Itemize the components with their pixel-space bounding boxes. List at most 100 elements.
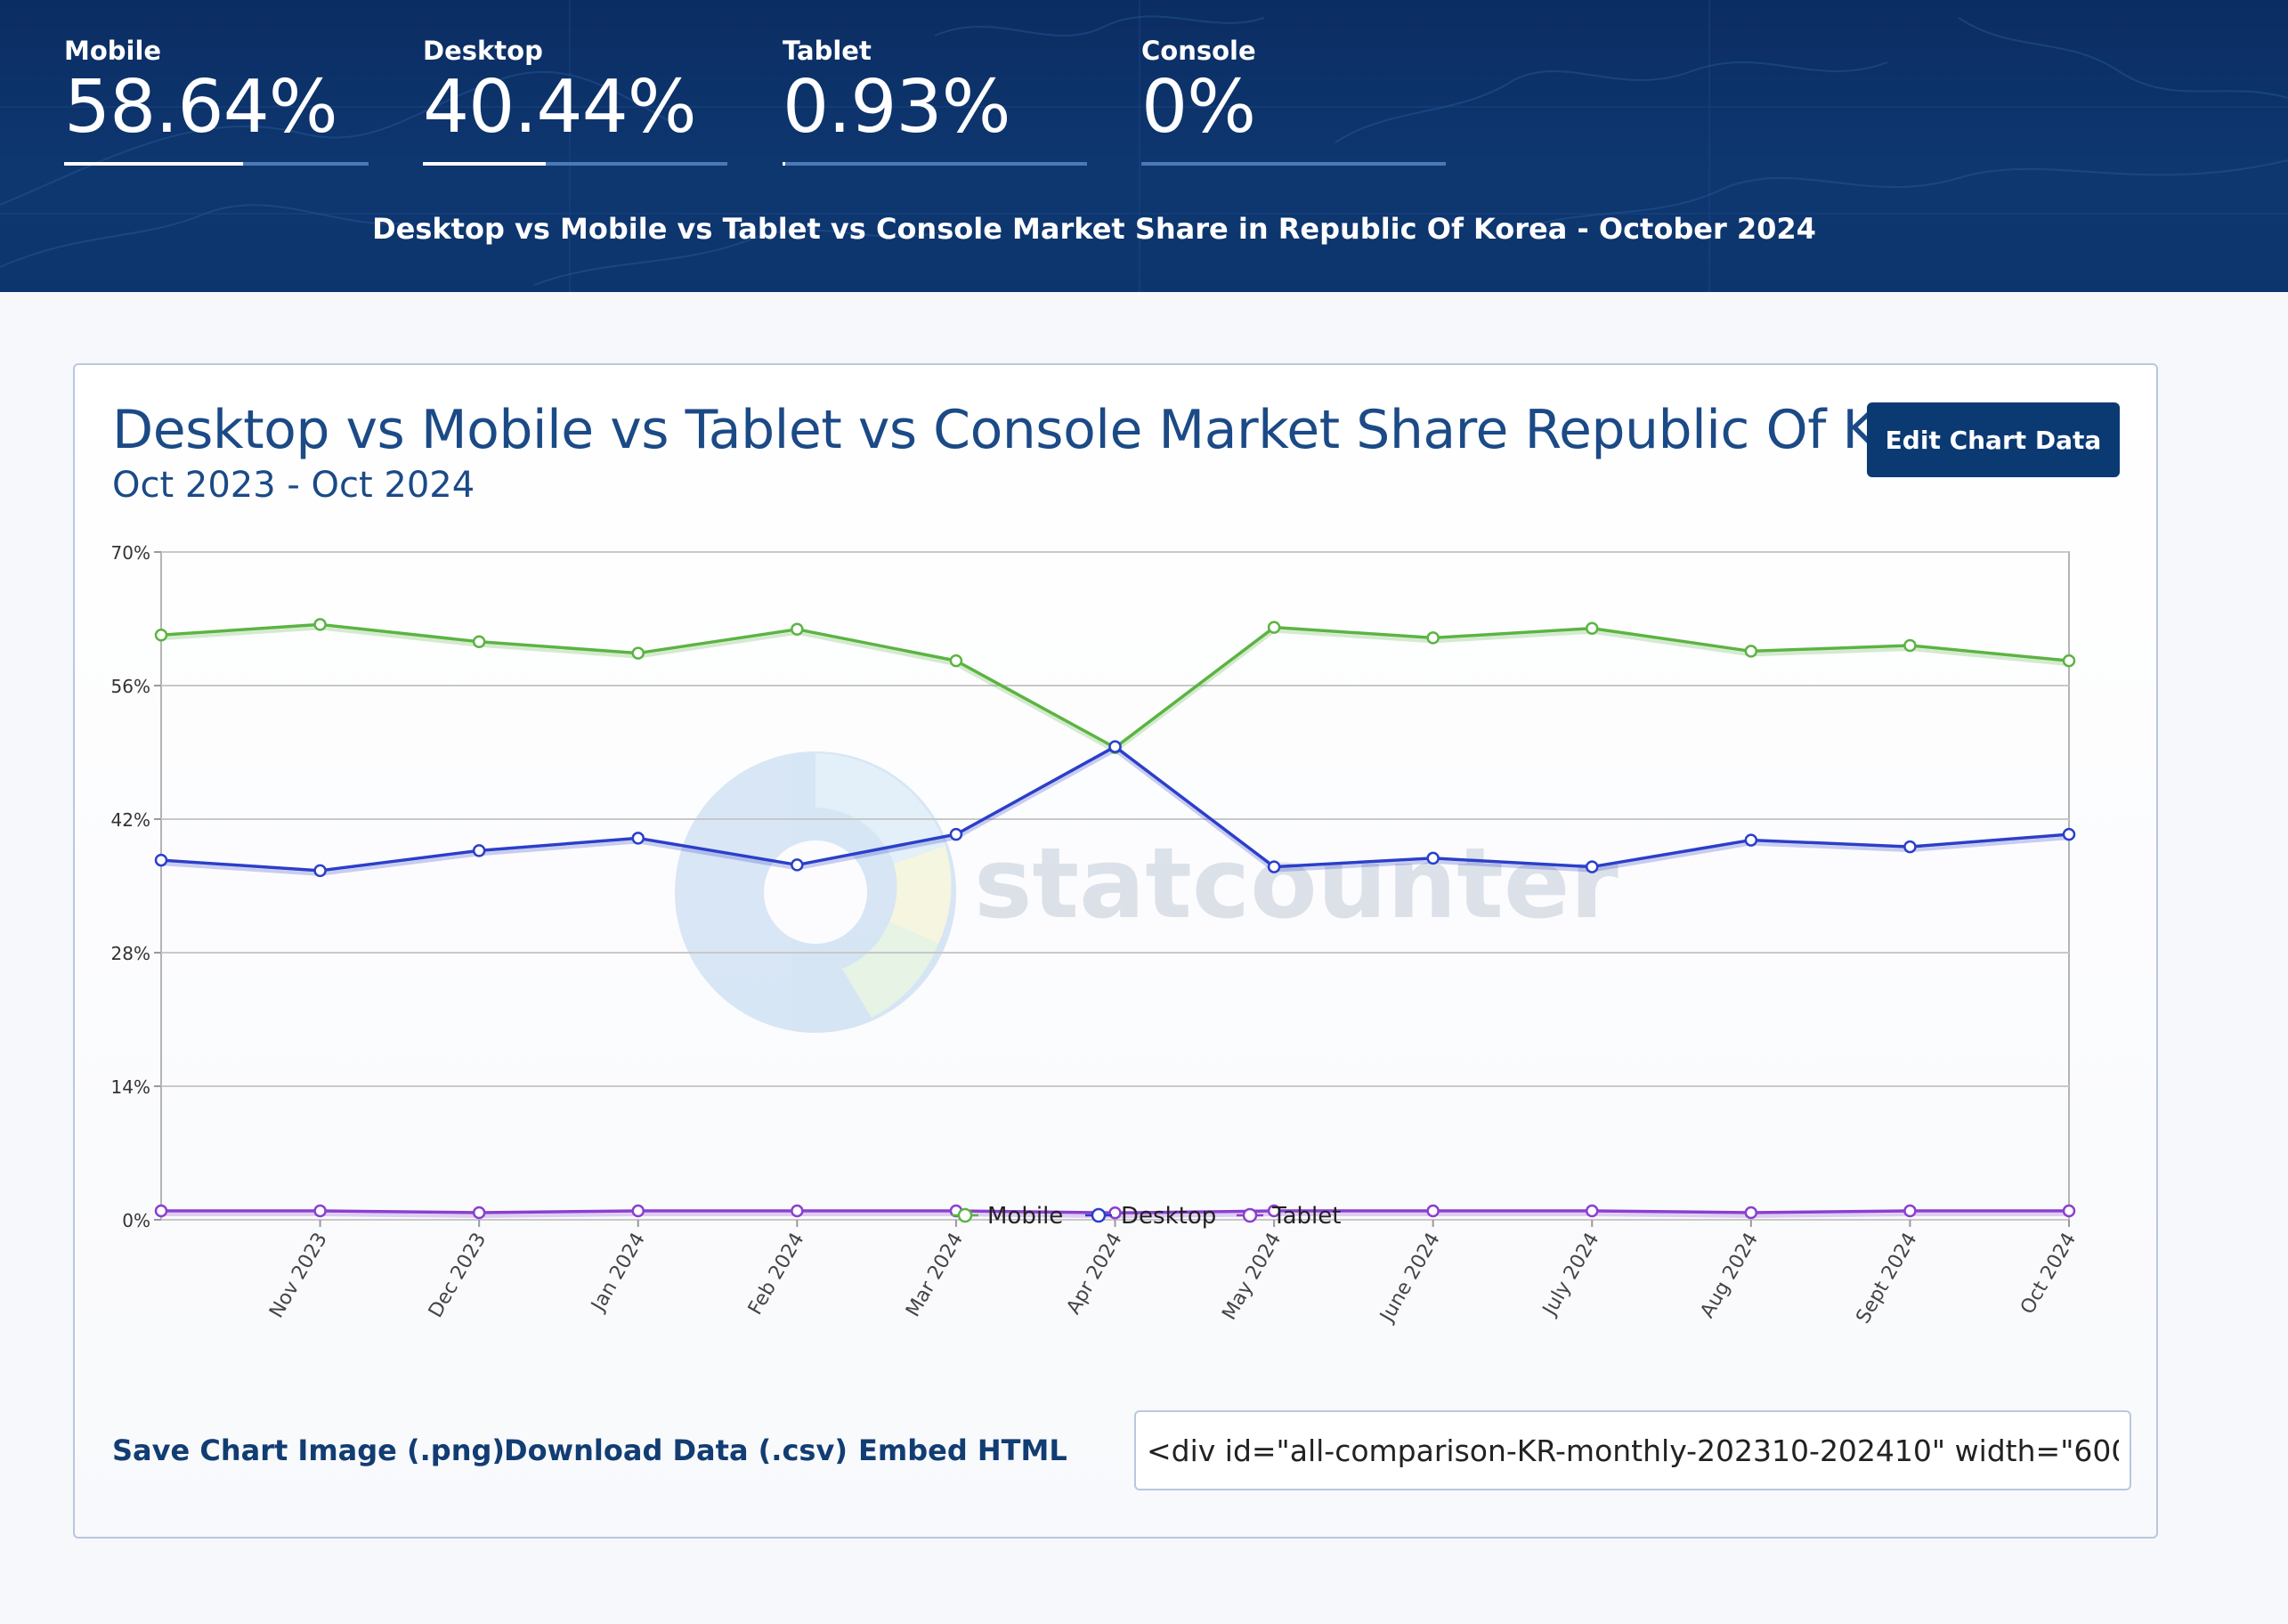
- data-point-mobile: [313, 618, 327, 631]
- stats-header: Mobile 58.64% Desktop 40.44% Tablet 0.93…: [0, 0, 2288, 292]
- data-point-tablet: [1744, 1206, 1758, 1220]
- x-tick-label: Apr 2024: [1063, 1230, 1127, 1319]
- y-tick-label: 56%: [111, 676, 150, 697]
- x-tick-label: Aug 2024: [1696, 1230, 1763, 1322]
- y-tick-label: 70%: [111, 542, 150, 564]
- stat-console: Console 0%: [1141, 36, 1446, 166]
- x-tick-label: Nov 2023: [265, 1230, 332, 1322]
- stat-value: 58.64%: [64, 65, 338, 150]
- data-point-desktop: [154, 853, 168, 867]
- data-point-desktop: [2062, 827, 2076, 841]
- stat-progress-fill: [783, 162, 786, 166]
- stat-label: Mobile: [64, 36, 162, 66]
- stat-label: Desktop: [423, 36, 543, 66]
- watermark-logo-segment: [842, 922, 938, 1018]
- embed-html-link[interactable]: Embed HTML: [858, 1433, 1067, 1467]
- data-point-mobile: [1426, 631, 1440, 645]
- stat-value: 40.44%: [423, 65, 697, 150]
- legend-label: Mobile: [987, 1203, 1063, 1230]
- data-point-desktop: [949, 827, 963, 841]
- stat-mobile: Mobile 58.64%: [64, 36, 369, 166]
- edit-chart-data-button[interactable]: Edit Chart Data: [1867, 402, 2120, 477]
- x-tick-label: Oct 2024: [2016, 1230, 2081, 1319]
- stat-progress-fill: [64, 162, 243, 166]
- data-point-tablet: [1108, 1206, 1122, 1220]
- data-point-tablet: [472, 1206, 486, 1220]
- data-point-mobile: [154, 628, 168, 642]
- stat-progress-bar: [64, 162, 369, 166]
- x-tick-label: May 2024: [1218, 1230, 1286, 1324]
- x-tick-label: Jan 2024: [587, 1230, 650, 1317]
- data-point-desktop: [313, 864, 327, 878]
- data-point-tablet: [791, 1204, 804, 1218]
- data-point-mobile: [1744, 645, 1758, 658]
- data-point-mobile: [2062, 654, 2076, 668]
- data-point-tablet: [1586, 1204, 1599, 1218]
- download-data-link[interactable]: Download Data (.csv): [504, 1433, 848, 1467]
- data-point-tablet: [1267, 1204, 1281, 1218]
- chart-title: Desktop vs Mobile vs Tablet vs Console M…: [112, 399, 1992, 461]
- chart-legend: Mobile Desktop Tablet: [952, 1203, 1341, 1230]
- data-point-desktop: [791, 858, 804, 872]
- stat-progress-bar: [423, 162, 727, 166]
- data-point-mobile: [1903, 638, 1917, 653]
- line-chart: statcounter 0% 14% 28% 42% 56% 70% Nov 2023 De…: [111, 542, 2081, 1328]
- y-tick-label: 14%: [111, 1076, 150, 1098]
- stat-tablet: Tablet 0.93%: [783, 36, 1087, 166]
- chart-subtitle: Oct 2023 - Oct 2024: [112, 465, 475, 506]
- data-point-tablet: [1903, 1204, 1917, 1218]
- legend-item-tablet: Tablet: [1237, 1203, 1341, 1230]
- world-map-background: [0, 0, 2288, 292]
- stat-progress-bar: [783, 162, 1087, 166]
- data-point-desktop: [1267, 860, 1281, 873]
- chart-card: Desktop vs Mobile vs Tablet vs Console M…: [73, 363, 2158, 1539]
- y-axis-tick-labels: 0% 14% 28% 42% 56% 70%: [111, 542, 150, 1231]
- data-point-mobile: [949, 654, 963, 668]
- legend-marker: [1091, 1207, 1107, 1223]
- x-tick-label: Dec 2023: [425, 1230, 491, 1322]
- y-tick-label: 42%: [111, 809, 150, 831]
- data-point-desktop: [1903, 840, 1917, 854]
- watermark-logo-segment: [889, 846, 952, 944]
- legend-item-desktop: Desktop: [1085, 1203, 1216, 1230]
- chart-series: [154, 618, 2076, 1220]
- header-caption: Desktop vs Mobile vs Tablet vs Console M…: [372, 212, 1816, 246]
- data-point-desktop: [1744, 833, 1758, 847]
- data-point-desktop: [472, 844, 486, 857]
- legend-marker: [957, 1207, 973, 1223]
- data-point-mobile: [1267, 621, 1281, 634]
- save-chart-image-link[interactable]: Save Chart Image (.png): [112, 1433, 506, 1467]
- data-point-desktop: [631, 832, 645, 845]
- data-point-tablet: [631, 1204, 645, 1218]
- watermark-text: statcounter: [974, 826, 1619, 940]
- stat-label: Tablet: [783, 36, 872, 66]
- data-point-desktop: [1108, 740, 1122, 753]
- series-line-shadow: [160, 626, 2070, 753]
- data-point-tablet: [154, 1204, 168, 1218]
- data-point-desktop: [1586, 860, 1599, 873]
- stat-value: 0%: [1141, 65, 1256, 150]
- stat-desktop: Desktop 40.44%: [423, 36, 727, 166]
- data-point-tablet: [313, 1204, 327, 1218]
- data-point-desktop: [1426, 851, 1440, 865]
- x-tick-label: July 2024: [1538, 1230, 1604, 1321]
- data-point-mobile: [1586, 621, 1599, 635]
- data-point-mobile: [791, 622, 804, 637]
- data-point-tablet: [1426, 1204, 1440, 1218]
- legend-label: Desktop: [1121, 1203, 1216, 1230]
- legend-label: Tablet: [1271, 1203, 1341, 1230]
- x-tick-label: June 2024: [1375, 1230, 1445, 1328]
- legend-marker: [1242, 1207, 1258, 1223]
- legend-item-mobile: Mobile: [952, 1203, 1063, 1230]
- y-tick-label: 0%: [122, 1210, 150, 1231]
- x-tick-label: Sept 2024: [1852, 1230, 1921, 1328]
- stat-value: 0.93%: [783, 65, 1011, 150]
- embed-code-field[interactable]: [1134, 1410, 2131, 1490]
- data-point-tablet: [2062, 1204, 2076, 1218]
- x-tick-label: Mar 2024: [902, 1230, 968, 1321]
- stat-label: Console: [1141, 36, 1256, 66]
- watermark-logo-segment: [815, 753, 945, 864]
- data-point-mobile: [472, 635, 486, 648]
- y-tick-label: 28%: [111, 943, 150, 964]
- statcounter-watermark: statcounter: [675, 751, 1619, 1033]
